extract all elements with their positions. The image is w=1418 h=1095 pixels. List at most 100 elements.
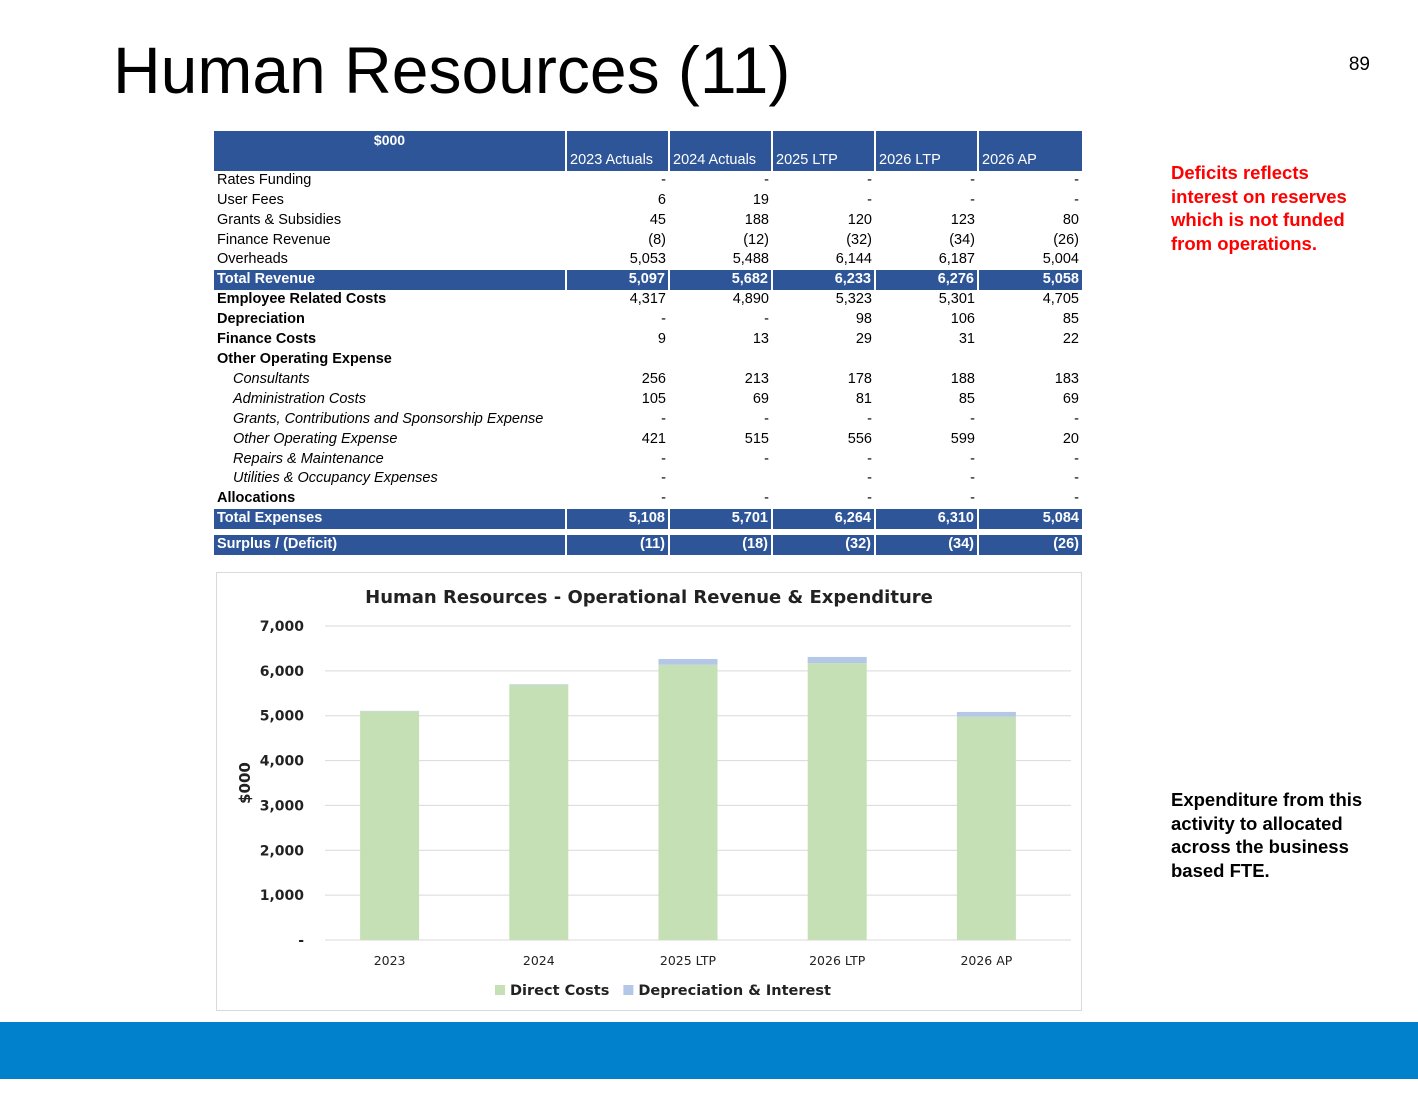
cell-value: (26) [1053, 231, 1079, 248]
cell-value: 256 [641, 370, 666, 387]
cell-value: 9 [657, 331, 666, 348]
cell-value: - [661, 311, 666, 328]
row-label: Overheads [217, 251, 288, 268]
bar-depreciation-interest [807, 656, 867, 664]
row-label: Rates Funding [217, 171, 312, 188]
cell-value: 69 [752, 390, 769, 407]
table-row: User Fees 6 19 - - - [214, 191, 1082, 211]
cell-value: - [867, 191, 872, 208]
cell-value: 5,004 [1042, 251, 1079, 268]
cell-value: (32) [771, 535, 875, 556]
table-row: Administration Costs 105 69 81 85 69 [214, 390, 1082, 410]
bar-depreciation-interest [658, 659, 718, 665]
table-row: Utilities & Occupancy Expenses - - - - [214, 469, 1082, 489]
header-spacer [874, 131, 978, 151]
row-label: Grants & Subsidies [217, 211, 342, 228]
bar-direct-costs [807, 663, 867, 940]
header-spacer [977, 131, 1082, 151]
cell-value: 6,187 [938, 251, 975, 268]
row-label: Depreciation [217, 311, 305, 328]
table-row: Rates Funding - - - - - [214, 171, 1082, 191]
cell-value: 29 [855, 331, 872, 348]
table-row: Total Expenses 5,108 5,701 6,264 6,310 5,084 [214, 509, 1082, 530]
deficit-note: Deficits reflects interest on reserves w… [1171, 162, 1347, 254]
cell-value: 105 [641, 390, 666, 407]
row-label: Finance Costs [217, 331, 317, 348]
bar-direct-costs [360, 711, 420, 940]
cell-value: - [970, 450, 975, 467]
cell-value: - [661, 171, 666, 188]
cell-value: - [867, 171, 872, 188]
cell-value: 120 [847, 211, 872, 228]
cell-value: 98 [855, 311, 872, 328]
cell-value: 6,233 [771, 270, 875, 291]
x-tick-label: 2024 [523, 953, 555, 968]
bar-direct-costs [658, 664, 718, 940]
table-row: Other Operating Expense 421 515 556 599 20 [214, 430, 1082, 450]
cell-value: - [661, 450, 666, 467]
cell-value: 183 [1054, 370, 1079, 387]
table-row: Other Operating Expense [214, 350, 1082, 370]
cell-value: 5,053 [629, 251, 666, 268]
y-tick-label: - [298, 933, 304, 949]
slide-title: Human Resources (11) [113, 33, 791, 107]
legend-swatch-depreciation-interest [623, 985, 634, 995]
cell-value: (12) [743, 231, 769, 248]
cell-value: - [764, 450, 769, 467]
cell-value: 6,264 [771, 509, 875, 530]
cell-value: - [764, 171, 769, 188]
table-row: Overheads 5,053 5,488 6,144 6,187 5,004 [214, 250, 1082, 270]
cell-value: 515 [744, 430, 769, 447]
column-header: 2026 AP [977, 150, 1082, 171]
cell-value: - [764, 410, 769, 427]
bar-depreciation-interest [509, 684, 569, 685]
row-label: Surplus / (Deficit) [214, 535, 566, 556]
cell-value: - [1074, 470, 1079, 487]
cell-value: - [661, 470, 666, 487]
cell-value: 421 [641, 430, 666, 447]
cell-value: (8) [648, 231, 666, 248]
y-tick-label: 3,000 [260, 798, 305, 814]
cell-value: (34) [874, 535, 978, 556]
y-tick-label: 6,000 [260, 664, 305, 680]
footer-bar [0, 1022, 1418, 1079]
header-spacer [771, 131, 875, 151]
row-label: Employee Related Costs [217, 291, 387, 308]
cell-value: 85 [958, 390, 975, 407]
cell-value: 4,705 [1042, 291, 1079, 308]
column-header: 2025 LTP [771, 150, 875, 171]
bar-depreciation-interest [956, 711, 1016, 717]
cell-value: - [970, 171, 975, 188]
table-row: Employee Related Costs 4,317 4,890 5,323 5,3… [214, 290, 1082, 310]
x-tick-label: 2026 AP [960, 953, 1012, 968]
unit-label: $000 [214, 131, 566, 151]
cell-value: 213 [744, 370, 769, 387]
y-axis-label: $000 [236, 762, 254, 804]
cell-value: 19 [752, 191, 769, 208]
cell-value: 4,890 [732, 291, 769, 308]
chart-title: Human Resources - Operational Revenue & … [365, 587, 933, 608]
financial-summary-table: $000 2023 Actuals 2024 Actuals 2025 LTP … [214, 131, 1082, 556]
cell-value: - [970, 470, 975, 487]
table-row: Depreciation - - 98 106 85 [214, 310, 1082, 330]
cell-value: - [661, 490, 666, 507]
cell-value: - [764, 490, 769, 507]
cell-value: 5,108 [565, 509, 669, 530]
table-row: Repairs & Maintenance - - - - - [214, 450, 1082, 470]
header-spacer [565, 131, 669, 151]
cell-value: 5,701 [668, 509, 772, 530]
header-spacer [668, 131, 772, 151]
cell-value [875, 350, 978, 370]
cell-value: 188 [744, 211, 769, 228]
legend-swatch-direct-costs [495, 985, 505, 995]
row-label: Utilities & Occupancy Expenses [233, 470, 438, 487]
cell-value: 81 [855, 390, 872, 407]
row-label: Consultants [233, 370, 310, 387]
cell-value: 5,301 [938, 291, 975, 308]
cell-value: 188 [950, 370, 975, 387]
cell-value: - [1074, 171, 1079, 188]
cell-value: 6,144 [835, 251, 872, 268]
expenditure-note: Expenditure from this activity to alloca… [1171, 789, 1363, 881]
cell-value: 6 [657, 191, 666, 208]
cell-value: (11) [565, 535, 669, 556]
